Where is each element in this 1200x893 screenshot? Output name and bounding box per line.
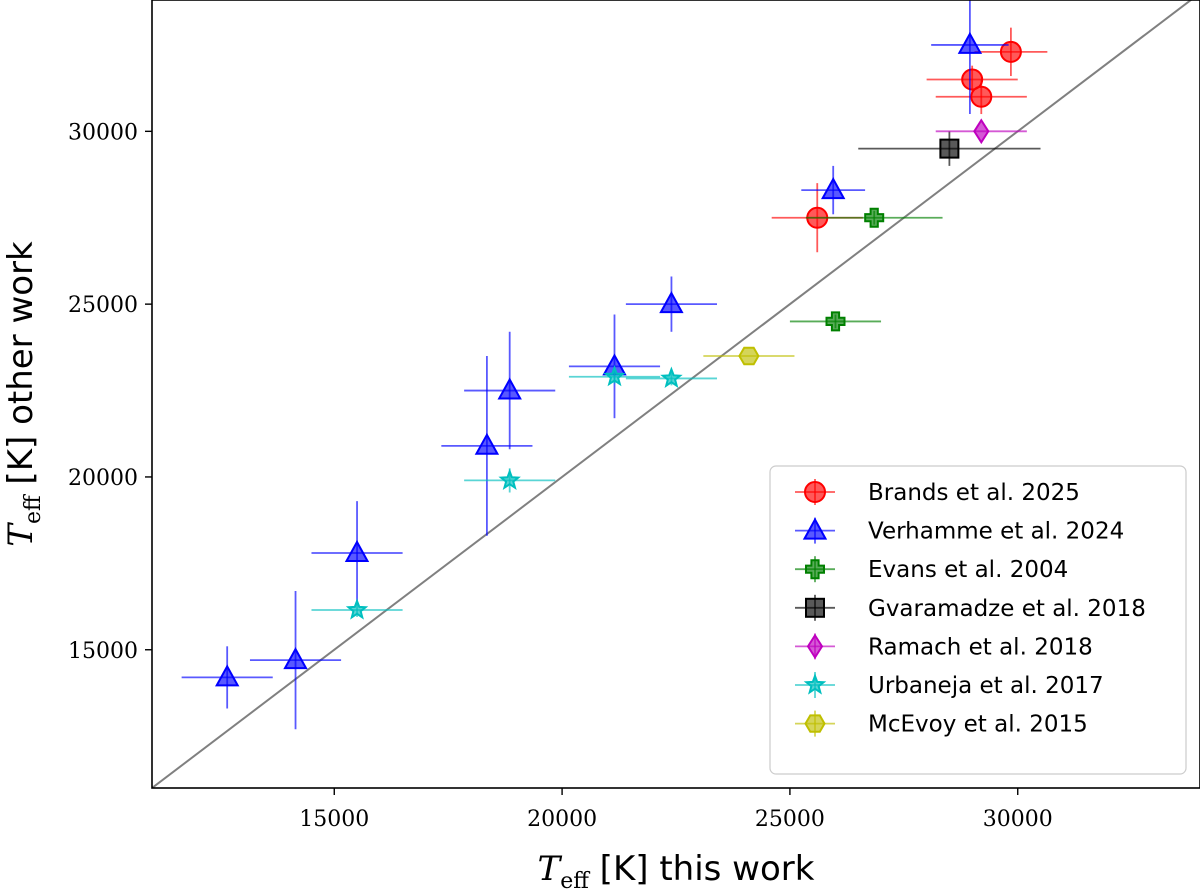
y-tick-label: 30000 [68,120,138,145]
y-axis-label-text: [K] other work [1,241,41,495]
data-point [789,311,882,332]
point-marker [659,291,684,314]
point-marker [215,664,240,687]
data-point [625,276,718,332]
data-point [311,501,403,605]
legend-label: Urbaneja et al. 2017 [868,673,1104,699]
point-marker [821,177,846,200]
data-point [935,79,1027,115]
legend-item: McEvoy et al. 2015 [795,710,1088,738]
point-marker [939,138,960,159]
point-marker [497,377,522,400]
point-marker [864,207,885,228]
legend-marker [802,517,828,540]
legend-marker [805,559,825,580]
point-marker [957,31,983,54]
data-point [181,646,273,709]
series-triangle [181,0,1009,730]
series-star [311,364,718,620]
data-point [311,598,403,620]
legend-label: Brands et al. 2025 [868,480,1080,506]
legend: Brands et al. 2025 Verhamme et al. 2024 Ev… [769,465,1187,775]
x-tick-label: 25000 [755,807,825,832]
legend-marker [805,597,825,618]
legend-label: Gvaramadze et al. 2018 [868,596,1146,622]
point-marker [283,647,308,670]
point-marker [660,366,683,389]
x-axis-label: Teff [K] this work [538,849,815,893]
point-marker [474,432,500,455]
legend-marker [803,673,827,695]
x-tick-label: 20000 [527,807,597,832]
data-point [801,165,866,215]
legend-marker [804,481,826,503]
x-tick-label: 30000 [983,807,1053,832]
legend-item: Urbaneja et al. 2017 [795,672,1104,699]
data-point [926,65,1018,94]
y-axis-label-subscript: eff [21,494,46,524]
data-point [858,131,1041,166]
plot-frame [151,0,1200,789]
legend-label: Ramach et al. 2018 [868,634,1093,660]
data-point [568,364,661,387]
data-point [931,0,1009,115]
series-plus [789,207,943,332]
series-hexagon [703,346,795,366]
data-point [703,346,795,366]
series-square [858,131,1041,166]
legend-item: Evans et al. 2004 [795,556,1068,583]
point-marker [738,346,760,366]
x-tick-label: 15000 [299,807,369,832]
y-tick-label: 15000 [68,639,138,664]
point-marker [345,598,369,620]
x-axis-label-subscript: eff [560,869,590,893]
data-point [464,468,556,493]
y-tick-label: 25000 [68,293,138,318]
data-point [464,331,556,450]
x-axis-label-symbol: T [538,849,563,889]
data-point [935,118,1027,145]
data-point [805,207,943,228]
data-point [625,366,718,389]
point-marker [344,539,370,562]
point-marker [498,468,521,491]
legend-label: McEvoy et al. 2015 [868,712,1088,738]
point-marker [999,40,1022,63]
data-point [249,591,342,730]
axis-ticks: 15000 20000 25000 30000 15000 20000 25000 30000 [68,120,1053,832]
series-diamond [935,118,1027,145]
y-axis-label: Teff [K] other work [1,241,46,547]
point-marker [970,85,993,108]
point-marker [603,364,626,387]
legend-label: Verhamme et al. 2024 [868,519,1124,545]
y-tick-label: 20000 [68,466,138,491]
data-point [974,27,1048,77]
point-marker [973,118,990,145]
legend-item: Brands et al. 2025 [795,479,1080,506]
legend-marker [804,714,826,733]
legend-item: Ramach et al. 2018 [795,633,1093,660]
legend-item: Gvaramadze et al. 2018 [795,594,1146,622]
legend-marker [806,633,824,660]
data-point [441,355,533,536]
legend-item: Verhamme et al. 2024 [795,517,1124,545]
y-axis-label-symbol: T [1,522,41,547]
x-axis-label-text: [K] this work [589,849,815,889]
legend-box [769,465,1187,775]
data-points-layer [181,0,1048,730]
legend-label: Evans et al. 2004 [868,557,1068,583]
point-marker [825,311,846,332]
